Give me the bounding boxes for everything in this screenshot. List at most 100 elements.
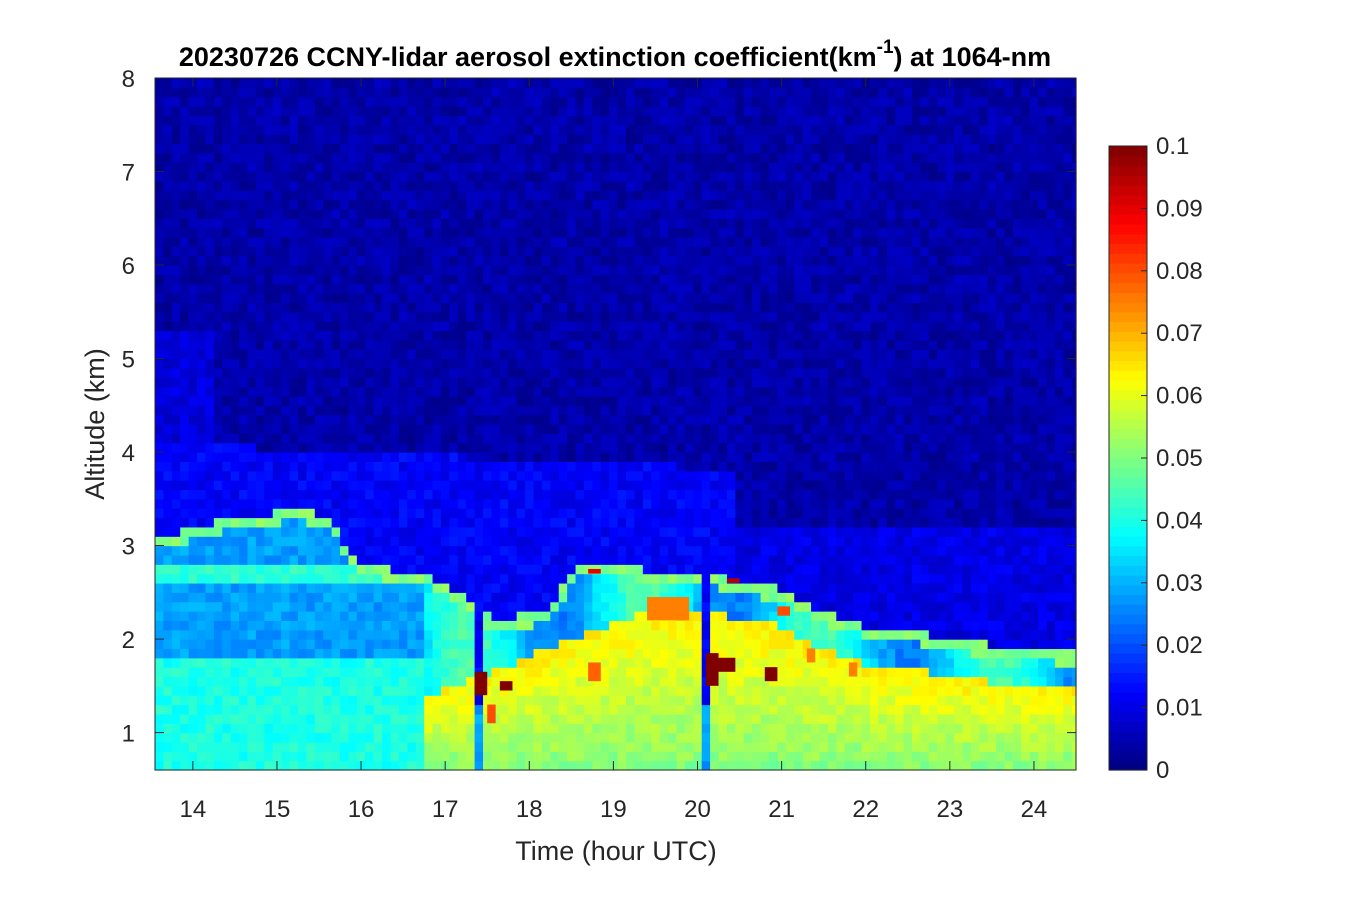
heatmap-cell (525, 283, 535, 294)
heatmap-cell (264, 713, 274, 724)
heatmap-cell (230, 517, 240, 528)
heatmap-cell (499, 311, 509, 322)
heatmap-cell (575, 517, 585, 528)
heatmap-cell (171, 536, 181, 547)
heatmap-cell (272, 377, 282, 388)
heatmap-cell (230, 526, 240, 537)
heatmap-cell (592, 274, 602, 285)
heatmap-cell (382, 685, 392, 696)
heatmap-cell (306, 545, 316, 556)
heatmap-cell (188, 498, 198, 509)
heatmap-cell (289, 713, 299, 724)
heatmap-cell (264, 592, 274, 603)
heatmap-cell (558, 620, 568, 631)
heatmap-cell (575, 526, 585, 537)
heatmap-cell (255, 545, 265, 556)
heatmap-cell (155, 180, 165, 191)
heatmap-cell (264, 760, 274, 771)
heatmap-cell (432, 741, 442, 752)
heatmap-cell (171, 106, 181, 116)
heatmap-cell (558, 732, 568, 743)
heatmap-cell (508, 405, 518, 416)
heatmap-cell (583, 470, 593, 481)
heatmap-cell (483, 405, 493, 416)
heatmap-cell (407, 592, 417, 603)
heatmap-cell (222, 657, 232, 668)
heatmap-cell (710, 180, 720, 191)
heatmap-cell (634, 564, 644, 575)
heatmap-cell (676, 227, 686, 238)
heatmap-cell (533, 339, 543, 350)
heatmap-cell (230, 442, 240, 453)
heatmap-cell (398, 536, 408, 547)
heatmap-cell (390, 470, 400, 481)
heatmap-cell (583, 508, 593, 519)
heatmap-cell (365, 470, 375, 481)
heatmap-cell (390, 367, 400, 378)
heatmap-cell (407, 741, 417, 752)
heatmap-cell (466, 536, 476, 547)
heatmap-cell (651, 554, 661, 565)
heatmap-cell (466, 180, 476, 191)
heatmap-cell (651, 349, 661, 360)
heatmap-cell (247, 713, 257, 724)
heatmap-cell (289, 339, 299, 350)
heatmap-cell (449, 601, 459, 612)
heatmap-cell (348, 489, 358, 500)
heatmap-cell (297, 302, 307, 313)
heatmap-cell (642, 358, 652, 369)
heatmap-cell (197, 582, 207, 593)
heatmap-cell (567, 134, 577, 145)
heatmap-cell (213, 227, 223, 238)
heatmap-cell (382, 704, 392, 715)
heatmap-cell (289, 601, 299, 612)
heatmap-cell (525, 218, 535, 229)
heatmap-cell (306, 78, 316, 88)
heatmap-cell (163, 704, 173, 715)
heatmap-cell (617, 676, 627, 687)
heatmap-cell (255, 293, 265, 304)
heatmap-cell (407, 648, 417, 659)
heatmap-cell (306, 667, 316, 678)
heatmap-cell (264, 246, 274, 257)
heatmap-cell (600, 190, 610, 201)
heatmap-cell (626, 236, 636, 247)
heatmap-cell (474, 489, 484, 500)
heatmap-cell (415, 115, 425, 126)
heatmap-cell (575, 582, 585, 593)
heatmap-cell (676, 311, 686, 322)
heatmap-cell (659, 115, 669, 126)
heatmap-cell (188, 732, 198, 743)
heatmap-cell (155, 124, 165, 135)
heatmap-cell (255, 526, 265, 537)
heatmap-cell (239, 367, 249, 378)
heatmap-cell (592, 134, 602, 145)
heatmap-cell (297, 367, 307, 378)
heatmap-cell (356, 236, 366, 247)
heatmap-cell (684, 96, 694, 107)
heatmap-cell (651, 424, 661, 434)
heatmap-cell (457, 78, 467, 88)
heatmap-cell (474, 414, 484, 425)
heatmap-cell (583, 676, 593, 687)
heatmap-cell (508, 582, 518, 593)
heatmap-cell (701, 629, 711, 640)
heatmap-cell (415, 760, 425, 771)
heatmap-cell (659, 96, 669, 107)
heatmap-cell (348, 152, 358, 163)
heatmap-cell (272, 601, 282, 612)
heatmap-cell (323, 367, 333, 378)
heatmap-cell (651, 405, 661, 416)
heatmap-cell (676, 713, 686, 724)
heatmap-cell (533, 620, 543, 631)
heatmap-cell (693, 414, 703, 425)
heatmap-cell (348, 87, 358, 98)
heatmap-cell (155, 134, 165, 145)
heatmap-cell (306, 648, 316, 659)
heatmap-cell (163, 676, 173, 687)
heatmap-cell (659, 358, 669, 369)
heatmap-cell (533, 311, 543, 322)
heatmap-cell (474, 321, 484, 332)
heatmap-cell (306, 498, 316, 509)
heatmap-cell (297, 171, 307, 182)
